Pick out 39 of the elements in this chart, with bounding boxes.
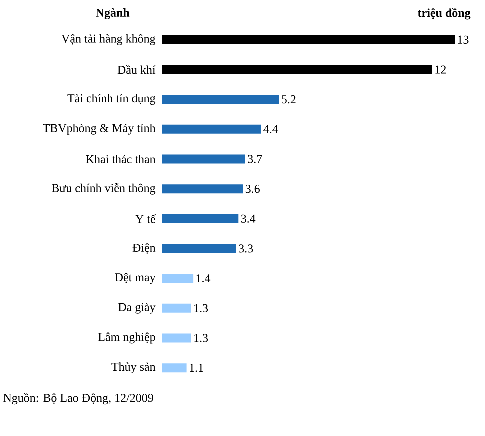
bar [162, 274, 194, 284]
data-label: 1.4 [196, 274, 211, 283]
y-tick-label: Vận tải hàng không [62, 34, 156, 46]
data-label: 4.4 [264, 125, 278, 134]
y-tick-label: Dầu khí [118, 65, 156, 74]
data-label: 5.2 [282, 96, 296, 104]
data-label: 3.4 [241, 214, 256, 223]
bar [162, 214, 239, 224]
bar [162, 364, 187, 373]
bar [162, 244, 236, 254]
text: Nguồn: Bộ Lao Động, 12/2009 [4, 393, 154, 405]
y-tick-label: Tài chính tín dụng [68, 94, 156, 106]
y-tick-label: Khai thác than [86, 155, 156, 164]
data-label: 1.1 [190, 364, 204, 372]
bar [162, 334, 192, 343]
data-label: 1.3 [194, 334, 208, 342]
data-label: 3.6 [246, 185, 260, 194]
y-tick-label: Da giày [118, 302, 156, 314]
bar [162, 65, 432, 74]
data-label: 13 [458, 36, 469, 44]
bar [162, 304, 192, 313]
bar [162, 35, 456, 44]
data-label: 3.3 [239, 244, 254, 253]
y-tick-label: Thủy sản [112, 362, 156, 374]
bar [162, 124, 262, 134]
y-axis-title: Ngành [96, 8, 130, 20]
y-tick-label: Bưu chính viễn thông [52, 183, 156, 195]
data-label: 12 [436, 66, 446, 74]
bar [162, 95, 280, 104]
x-axis-title: triệu đồng [418, 8, 471, 20]
y-tick-label: TBVphòng & Máy tính [43, 124, 156, 135]
data-label: 1.3 [194, 304, 208, 312]
bar [162, 154, 246, 164]
y-tick-label: Lâm nghiệp [98, 332, 156, 344]
y-tick-label: Dệt may [115, 273, 156, 284]
data-label: 3.7 [248, 155, 262, 164]
y-tick-label: Y tế [136, 214, 156, 224]
bar [162, 184, 244, 194]
y-tick-label: Điện [132, 244, 156, 254]
